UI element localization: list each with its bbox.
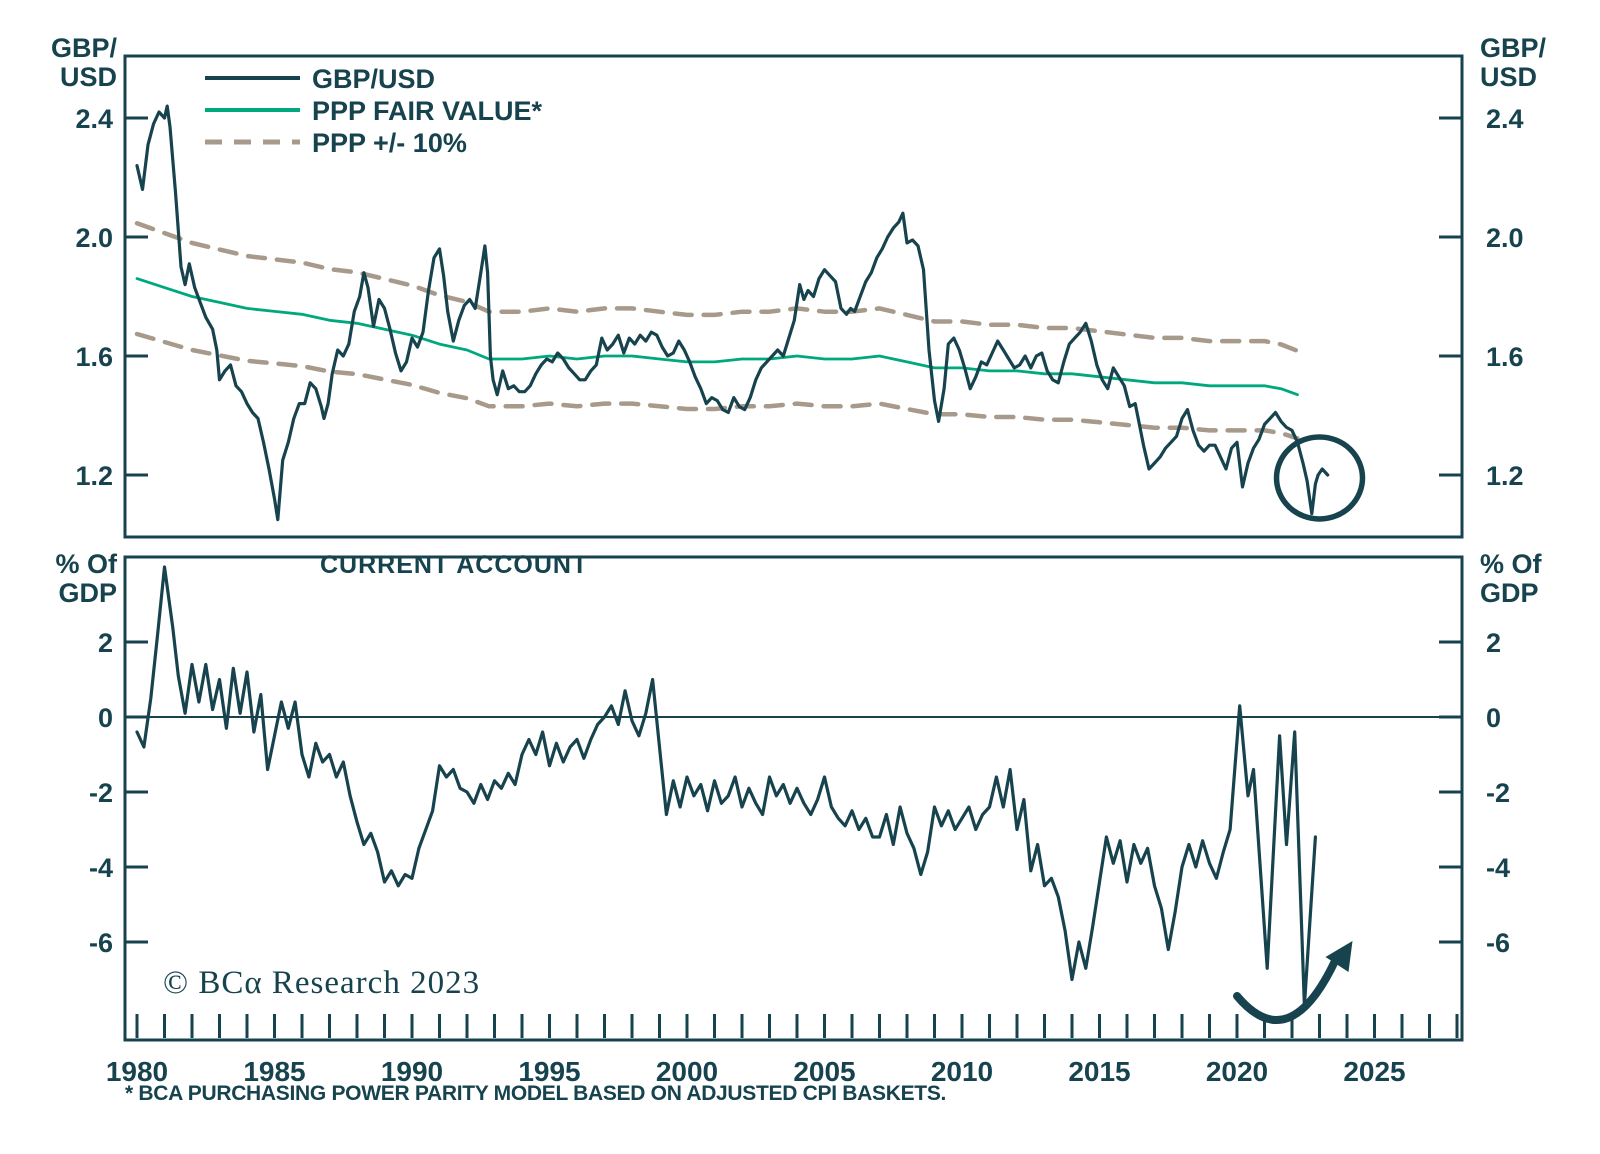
footnote-text: * BCA PURCHASING POWER PARITY MODEL BASE…: [125, 1082, 946, 1105]
top-left-axis-unit-line2: USD: [60, 62, 117, 92]
bottom-right-axis-unit-line1: % Of: [1480, 549, 1543, 579]
x-tick-label: 2015: [1068, 1056, 1130, 1087]
y-tick-label-left: -4: [89, 853, 113, 883]
x-tick-label: 1980: [106, 1056, 168, 1087]
chart-annotations: [1233, 434, 1366, 1024]
x-tick-label: 1985: [243, 1056, 305, 1087]
y-tick-label-left: 0: [98, 703, 113, 733]
y-tick-label-right: 2.0: [1486, 223, 1524, 253]
y-tick-label-right: -6: [1486, 928, 1510, 958]
legend-label-ppp-band: PPP +/- 10%: [312, 128, 467, 158]
legend: GBP/USD PPP FAIR VALUE* PPP +/- 10%: [205, 64, 543, 158]
y-tick-label-left: 2.0: [75, 223, 113, 253]
x-tick-label: 2025: [1343, 1056, 1405, 1087]
top-panel-frame: [123, 54, 1464, 539]
x-tick-label: 2005: [793, 1056, 855, 1087]
y-tick-label-right: 1.6: [1486, 342, 1524, 372]
x-tick-label: 2000: [656, 1056, 718, 1087]
bottom-panel-frame: [123, 555, 1464, 1042]
legend-label-ppp-fair-value: PPP FAIR VALUE*: [312, 96, 543, 126]
copyright-text: © BCα Research 2023: [163, 965, 480, 1001]
y-tick-label-right: -4: [1486, 853, 1510, 883]
y-tick-label-right: -2: [1486, 778, 1510, 808]
y-tick-label-left: 1.6: [75, 342, 113, 372]
x-tick-label: 1990: [381, 1056, 443, 1087]
curved-up-arrow-annotation: [1233, 956, 1340, 1024]
y-tick-label-left: -2: [89, 778, 113, 808]
arrowhead-icon: [1325, 941, 1353, 972]
bottom-panel-title: CURRENT ACCOUNT: [320, 551, 588, 579]
bottom-panel-series: [126, 565, 1461, 1008]
y-tick-label-left: 2: [98, 628, 113, 658]
x-tick-label: 2020: [1206, 1056, 1268, 1087]
axis-ticks: 2.4 2.4 2.0 2.0 1.6 1.6 1.2 1.2 2 2 0 0 -2 -2 -4 -4 -6 -6…: [75, 104, 1523, 1087]
circle-highlight-annotation: [1273, 434, 1366, 522]
top-right-axis-unit-line2: USD: [1480, 62, 1537, 92]
top-panel-series: [134, 104, 1330, 522]
x-tick-label: 1995: [518, 1056, 580, 1087]
series-current-account: [135, 565, 1318, 1008]
y-tick-label-left: -6: [89, 928, 113, 958]
top-right-axis-unit-line1: GBP/: [1480, 33, 1547, 63]
series-gbp-usd: [135, 104, 1330, 522]
bottom-left-axis-unit-line2: GDP: [58, 578, 117, 608]
bottom-right-axis-unit-line2: GDP: [1480, 578, 1539, 608]
y-tick-label-left: 2.4: [75, 104, 113, 134]
x-tick-label: 2010: [931, 1056, 993, 1087]
series-ppp-fair-value-: [135, 277, 1299, 397]
legend-label-gbpusd: GBP/USD: [312, 64, 435, 94]
y-tick-label-right: 2: [1486, 628, 1501, 658]
y-tick-label-right: 1.2: [1486, 461, 1524, 491]
bottom-left-axis-unit-line1: % Of: [55, 549, 118, 579]
y-tick-label-left: 1.2: [75, 461, 113, 491]
series-ppp-10-: [134, 221, 1300, 354]
y-tick-label-right: 0: [1486, 703, 1501, 733]
top-left-axis-unit-line1: GBP/: [51, 33, 118, 63]
y-tick-label-right: 2.4: [1486, 104, 1524, 134]
